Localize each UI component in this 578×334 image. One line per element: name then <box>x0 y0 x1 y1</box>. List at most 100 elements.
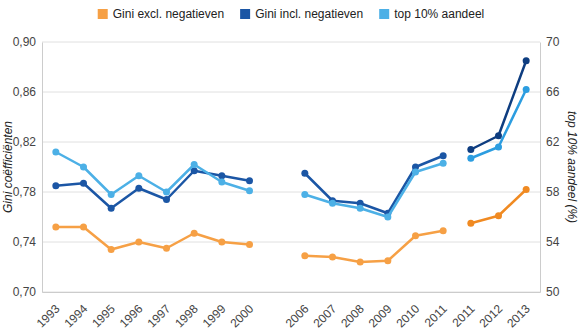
series-marker <box>135 185 142 192</box>
x-tick-label: 2012 <box>476 301 505 330</box>
y-tick-label: 0,78 <box>13 185 37 199</box>
y-axis: 0,70 0,74 0,78 0,82 0,86 0,90 <box>13 35 43 299</box>
series-line <box>471 90 526 159</box>
x-tick-label: 2007 <box>310 301 339 330</box>
series-marker <box>440 152 447 159</box>
series-marker <box>467 146 474 153</box>
series-marker <box>523 57 530 64</box>
legend: Gini excl. negatieven Gini incl. negatiev… <box>98 7 485 21</box>
x-tick-label: 2010 <box>393 301 422 330</box>
y2-tick: 70 <box>540 35 560 49</box>
x-axis-line <box>43 292 541 293</box>
series-marker <box>467 220 474 227</box>
grid-line <box>42 42 540 43</box>
x-tick: 1997 <box>144 292 173 330</box>
series-marker <box>80 164 87 171</box>
y-tick-label: 0,70 <box>13 285 37 299</box>
x-tick: 1996 <box>117 292 146 330</box>
x-tick-label: 2011 <box>449 301 477 329</box>
legend-item: Gini excl. negatieven <box>98 7 224 21</box>
x-tick: 1998 <box>172 292 201 330</box>
chart: 0,700,740,780,820,860,905054586266701993… <box>0 0 578 334</box>
series-marker <box>412 232 419 239</box>
x-tick: 1999 <box>200 292 229 330</box>
y-tick-label: 0,90 <box>13 35 37 49</box>
y-tick-label: 0,74 <box>13 235 37 249</box>
y-tick: 0,78 <box>13 185 42 199</box>
series-marker <box>52 149 59 156</box>
x-tick: 2012 <box>476 292 505 330</box>
series-marker <box>108 205 115 212</box>
x-tick-label: 1998 <box>172 301 201 330</box>
x-tick-label: 2011 <box>422 301 450 329</box>
x-tick-label: 2006 <box>283 301 312 330</box>
series-marker <box>218 239 225 246</box>
y-tick-label: 0,82 <box>13 135 37 149</box>
y-tick-label: 0,86 <box>13 85 37 99</box>
y2-axis: 505458626670 <box>540 35 560 299</box>
series-marker <box>218 179 225 186</box>
series-marker <box>246 187 253 194</box>
x-tick: 1993 <box>34 292 63 330</box>
series-marker <box>163 245 170 252</box>
x-axis: 19931994199519961997199819992000 20062007… <box>34 292 541 330</box>
y2-tick: 58 <box>540 185 560 199</box>
plot-area <box>52 57 529 265</box>
series-marker <box>191 161 198 168</box>
series-marker <box>108 191 115 198</box>
grid-line <box>42 292 540 293</box>
x-tick: 2000 <box>227 292 256 330</box>
series-marker <box>412 169 419 176</box>
series-line <box>56 152 443 217</box>
series-marker <box>523 186 530 193</box>
y2-tick: 66 <box>540 85 560 99</box>
series-marker <box>495 132 502 139</box>
legend-label: Gini excl. negatieven <box>113 7 224 21</box>
series-marker <box>301 170 308 177</box>
series-line <box>56 156 443 214</box>
y2-tick-label: 62 <box>546 135 560 149</box>
x-tick: 1995 <box>89 292 118 330</box>
y2-tick-label: 70 <box>546 35 560 49</box>
series-marker <box>329 254 336 261</box>
grid <box>42 42 540 292</box>
x-tick-label: 1997 <box>144 301 173 330</box>
series-marker <box>357 205 364 212</box>
series-marker <box>163 196 170 203</box>
y-tick: 0,74 <box>13 235 42 249</box>
series-marker <box>495 212 502 219</box>
series-marker <box>523 86 530 93</box>
series-marker <box>357 259 364 266</box>
x-tick-label: 2009 <box>366 301 395 330</box>
y2-axis-line <box>540 43 541 293</box>
y2-tick-label: 66 <box>546 85 560 99</box>
series-marker <box>80 180 87 187</box>
x-tick: 2011 <box>449 292 477 330</box>
series-marker <box>440 160 447 167</box>
series-marker <box>163 189 170 196</box>
series-marker <box>467 155 474 162</box>
x-tick: 2009 <box>366 292 395 330</box>
x-tick: 2011 <box>422 292 450 330</box>
y-axis-title: Gini coëfficiënten <box>1 121 15 213</box>
series-marker <box>301 252 308 259</box>
y2-tick-label: 54 <box>546 235 560 249</box>
series-marker <box>440 227 447 234</box>
x-tick-label: 1995 <box>89 301 118 330</box>
grid-line <box>42 242 540 243</box>
x-tick: 1994 <box>61 292 90 330</box>
x-tick-label: 2008 <box>338 301 367 330</box>
series-marker <box>52 224 59 231</box>
y-axis-line <box>42 43 43 293</box>
series-marker <box>108 246 115 253</box>
y2-tick-label: 58 <box>546 185 560 199</box>
series-line <box>56 227 443 262</box>
y-tick: 0,90 <box>13 35 42 49</box>
series-marker <box>135 172 142 179</box>
series-marker <box>495 144 502 151</box>
x-tick: 2010 <box>393 292 422 330</box>
series-marker <box>135 239 142 246</box>
series-marker <box>191 230 198 237</box>
legend-item: Gini incl. negatieven <box>240 7 363 21</box>
y2-tick: 62 <box>540 135 560 149</box>
